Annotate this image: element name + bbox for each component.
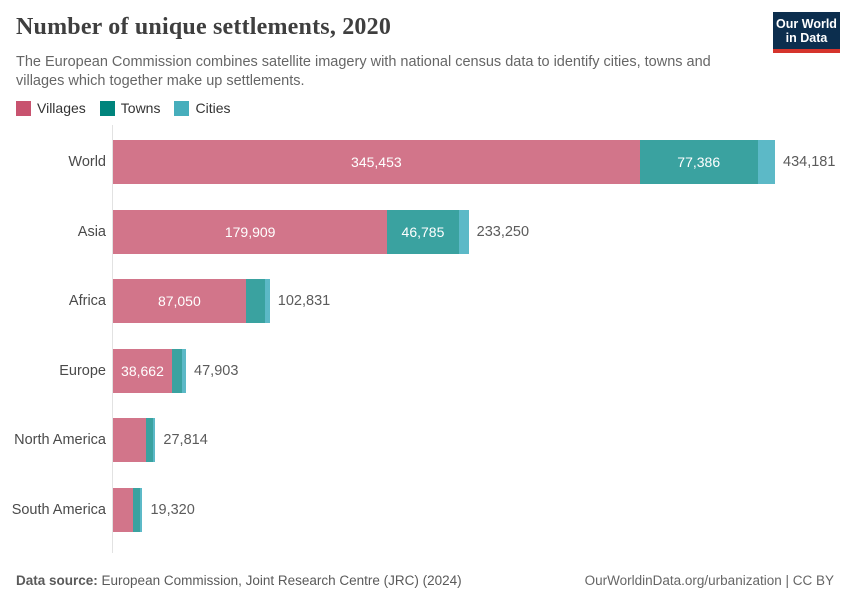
- category-label-africa: Africa: [68, 293, 106, 309]
- bar-segment-villages[interactable]: 345,453: [113, 140, 640, 184]
- legend-item-cities[interactable]: Cities: [174, 100, 230, 116]
- segment-value-label: 87,050: [157, 293, 201, 309]
- bar-segment-villages[interactable]: 179,909: [113, 209, 388, 254]
- segment-value-label: 179,909: [224, 223, 276, 240]
- footer: Data source: European Commission, Joint …: [0, 573, 850, 588]
- legend-swatch-towns: [99, 100, 115, 116]
- bar-row-europe: 38,662: [113, 348, 187, 393]
- total-label: 47,903: [194, 362, 239, 379]
- segment-value-label: 345,453: [351, 154, 402, 170]
- segment-value-label: 77,386: [677, 154, 721, 170]
- bar-segment-villages[interactable]: 38,662: [113, 348, 172, 393]
- category-label-asia: Asia: [77, 223, 106, 240]
- legend-label: Towns: [120, 100, 161, 116]
- bar-row-africa: 87,050: [113, 279, 270, 323]
- bar-segment-towns[interactable]: [171, 348, 183, 393]
- segment-value-label: 38,662: [121, 362, 164, 379]
- data-source-label: Data source:: [16, 573, 98, 588]
- category-label-world: World: [68, 154, 106, 170]
- bar-row-south-america: [113, 487, 143, 532]
- total-label: 434,181: [783, 154, 836, 170]
- category-label-north-america: North America: [14, 432, 106, 448]
- category-label-south-america: South America: [11, 501, 106, 518]
- owid-logo-line2: in Data: [785, 31, 828, 45]
- bar-segment-cities[interactable]: [153, 418, 156, 462]
- total-label: 233,250: [476, 223, 530, 240]
- bar-segment-cities[interactable]: [265, 279, 270, 323]
- y-axis-line: [112, 125, 113, 553]
- total-label: 19,320: [150, 501, 195, 518]
- owid-logo-line1: Our World: [776, 17, 837, 31]
- bar-row-world: 345,453 77,386: [113, 140, 775, 184]
- legend-swatch-cities: [174, 100, 190, 116]
- bar-segment-towns[interactable]: [146, 418, 154, 462]
- bar-segment-towns[interactable]: 77,386: [639, 140, 758, 184]
- legend-label: Villages: [37, 100, 86, 116]
- footer-link[interactable]: OurWorldinData.org/urbanization | CC BY: [584, 573, 834, 588]
- bar-segment-towns[interactable]: [245, 279, 266, 323]
- bar-row-asia: 179,909 46,785: [113, 209, 469, 254]
- bar-segment-towns[interactable]: 46,785: [387, 209, 459, 254]
- chart-title: Number of unique settlements, 2020: [16, 14, 392, 40]
- segment-value-label: 46,785: [401, 223, 445, 240]
- bar-segment-cities[interactable]: [458, 209, 469, 254]
- legend-item-towns[interactable]: Towns: [99, 100, 161, 116]
- chart-subtitle: The European Commission combines satelli…: [16, 54, 711, 89]
- bar-segment-cities[interactable]: [757, 140, 775, 184]
- owid-logo[interactable]: Our World in Data: [773, 12, 840, 53]
- legend-swatch-villages: [16, 100, 31, 116]
- total-label: 27,814: [163, 432, 208, 448]
- legend-item-villages[interactable]: Villages: [16, 100, 86, 116]
- data-source-text: European Commission, Joint Research Cent…: [97, 573, 462, 588]
- total-label: 102,831: [277, 293, 331, 309]
- bar-segment-villages[interactable]: [113, 418, 147, 462]
- category-label-europe: Europe: [59, 362, 106, 379]
- bar-segment-cities[interactable]: [139, 487, 143, 532]
- bar-segment-villages[interactable]: 87,050: [113, 279, 246, 323]
- bar-segment-cities[interactable]: [182, 348, 187, 393]
- legend: Villages Towns Cities: [16, 100, 230, 116]
- bar-segment-villages[interactable]: [113, 487, 133, 532]
- bar-row-north-america: [113, 418, 156, 462]
- data-source-note: Data source: European Commission, Joint …: [16, 573, 462, 588]
- bar-segment-towns[interactable]: [132, 487, 140, 532]
- legend-label: Cities: [195, 100, 231, 116]
